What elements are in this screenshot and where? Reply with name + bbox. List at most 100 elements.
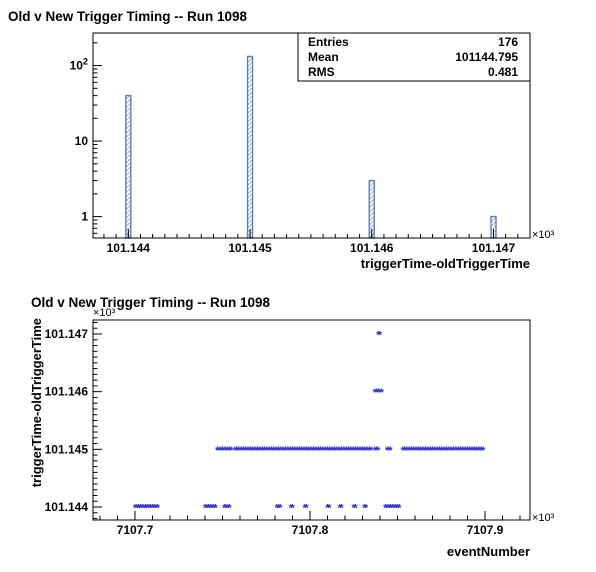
scatter-point: * bbox=[362, 503, 367, 515]
scatter-point: * bbox=[411, 445, 416, 457]
scatter-point: * bbox=[142, 503, 147, 515]
scatter-point: * bbox=[327, 503, 332, 515]
scatter-point: * bbox=[297, 445, 302, 457]
scatter-point: * bbox=[136, 503, 141, 515]
scatter-points: ************** ******* **** *** ** ** ** ** ** **… bbox=[133, 330, 486, 515]
scatter-point: * bbox=[308, 445, 313, 457]
scatter-point: * bbox=[325, 445, 330, 457]
scatter-point: * bbox=[269, 445, 274, 457]
scatter-point: * bbox=[357, 445, 362, 457]
scatter-point: * bbox=[275, 445, 280, 457]
histogram-x-tick-label: 101.145 bbox=[228, 241, 272, 255]
scatter-point: * bbox=[401, 445, 406, 457]
scatter-y-tick-label: 101.147 bbox=[45, 327, 89, 341]
scatter-point: * bbox=[376, 330, 381, 342]
scatter-point: * bbox=[429, 445, 434, 457]
scatter-point: * bbox=[217, 445, 222, 457]
scatter-point: * bbox=[278, 445, 283, 457]
scatter-point: * bbox=[138, 503, 143, 515]
scatter-point: * bbox=[388, 503, 393, 515]
scatter-point: * bbox=[327, 445, 332, 457]
scatter-point: * bbox=[415, 445, 420, 457]
scatter-point: * bbox=[376, 445, 381, 457]
scatter-point: * bbox=[373, 445, 378, 457]
scatter-point: * bbox=[290, 503, 295, 515]
scatter-point: * bbox=[324, 445, 329, 457]
scatter-point: * bbox=[348, 445, 353, 457]
scatter-point: * bbox=[418, 445, 423, 457]
scatter-point: * bbox=[481, 445, 486, 457]
histogram-x-tick-label: 101.147 bbox=[472, 241, 516, 255]
scatter-point: * bbox=[143, 503, 148, 515]
scatter-point: * bbox=[353, 445, 358, 457]
histogram-x-tick-label: 101.144 bbox=[107, 241, 151, 255]
scatter-point: * bbox=[457, 445, 462, 457]
scatter-point: * bbox=[150, 503, 155, 515]
scatter-point: * bbox=[245, 445, 250, 457]
histogram-x-axis: 101.144 101.145 101.146 101.147 bbox=[103, 229, 519, 255]
scatter-point: * bbox=[234, 445, 239, 457]
scatter-point: * bbox=[205, 503, 210, 515]
scatter-point: * bbox=[271, 445, 276, 457]
scatter-point: * bbox=[451, 445, 456, 457]
scatter-point: * bbox=[208, 503, 213, 515]
scatter-x-tick-label: 7107.8 bbox=[292, 523, 329, 537]
scatter-point: * bbox=[432, 445, 437, 457]
scatter-point: * bbox=[385, 445, 390, 457]
scatter-point: * bbox=[220, 445, 225, 457]
scatter-point: * bbox=[233, 445, 238, 457]
scatter-point: * bbox=[222, 503, 227, 515]
scatter-point: * bbox=[222, 445, 227, 457]
scatter-point: * bbox=[434, 445, 439, 457]
scatter-point: * bbox=[390, 503, 395, 515]
scatter-point: * bbox=[262, 445, 267, 457]
scatter-point: * bbox=[355, 445, 360, 457]
scatter-point: * bbox=[250, 445, 255, 457]
scatter-point: * bbox=[289, 503, 294, 515]
scatter-point: * bbox=[341, 445, 346, 457]
scatter-point: * bbox=[364, 445, 369, 457]
scatter-point: * bbox=[378, 387, 383, 399]
scatter-point: * bbox=[448, 445, 453, 457]
scatter-point: * bbox=[303, 445, 308, 457]
scatter-point: * bbox=[259, 445, 264, 457]
scatter-point: * bbox=[462, 445, 467, 457]
scatter-point: * bbox=[472, 445, 477, 457]
histogram-x-multiplier: ×10³ bbox=[532, 229, 555, 241]
scatter-y-tick-label: 101.144 bbox=[45, 500, 89, 514]
scatter-point: * bbox=[374, 445, 379, 457]
scatter-point: * bbox=[385, 503, 390, 515]
scatter-point: * bbox=[336, 445, 341, 457]
scatter-point: * bbox=[406, 445, 411, 457]
scatter-point: * bbox=[339, 503, 344, 515]
scatter-point: * bbox=[329, 445, 334, 457]
scatter-point: * bbox=[268, 445, 273, 457]
scatter-point: * bbox=[248, 445, 253, 457]
scatter-point: * bbox=[219, 445, 224, 457]
scatter-point: * bbox=[149, 503, 154, 515]
scatter-point: * bbox=[243, 445, 248, 457]
scatter-point: * bbox=[303, 503, 308, 515]
scatter-point: * bbox=[318, 445, 323, 457]
scatter-point: * bbox=[213, 503, 218, 515]
scatter-y-tick-label: 101.146 bbox=[45, 385, 89, 399]
scatter-point: * bbox=[285, 445, 290, 457]
scatter-point: * bbox=[273, 445, 278, 457]
scatter-x-axis: 7107.7 7107.8 7107.9 bbox=[99, 511, 521, 537]
scatter-x-multiplier: ×10³ bbox=[532, 512, 555, 524]
scatter-point: * bbox=[455, 445, 460, 457]
scatter-point: * bbox=[212, 503, 217, 515]
scatter-x-axis-label: eventNumber bbox=[447, 544, 530, 559]
scatter-point: * bbox=[331, 445, 336, 457]
scatter-point: * bbox=[450, 445, 455, 457]
scatter-point: * bbox=[359, 445, 364, 457]
histogram-title: Old v New Trigger Timing -- Run 1098 bbox=[8, 9, 248, 24]
histogram-x-tick-label: 101.146 bbox=[350, 241, 394, 255]
stats-entries-value: 176 bbox=[498, 35, 518, 49]
scatter-point: * bbox=[345, 445, 350, 457]
scatter-point: * bbox=[367, 445, 372, 457]
scatter-point: * bbox=[453, 445, 458, 457]
scatter-point: * bbox=[238, 445, 243, 457]
scatter-point: * bbox=[224, 503, 229, 515]
